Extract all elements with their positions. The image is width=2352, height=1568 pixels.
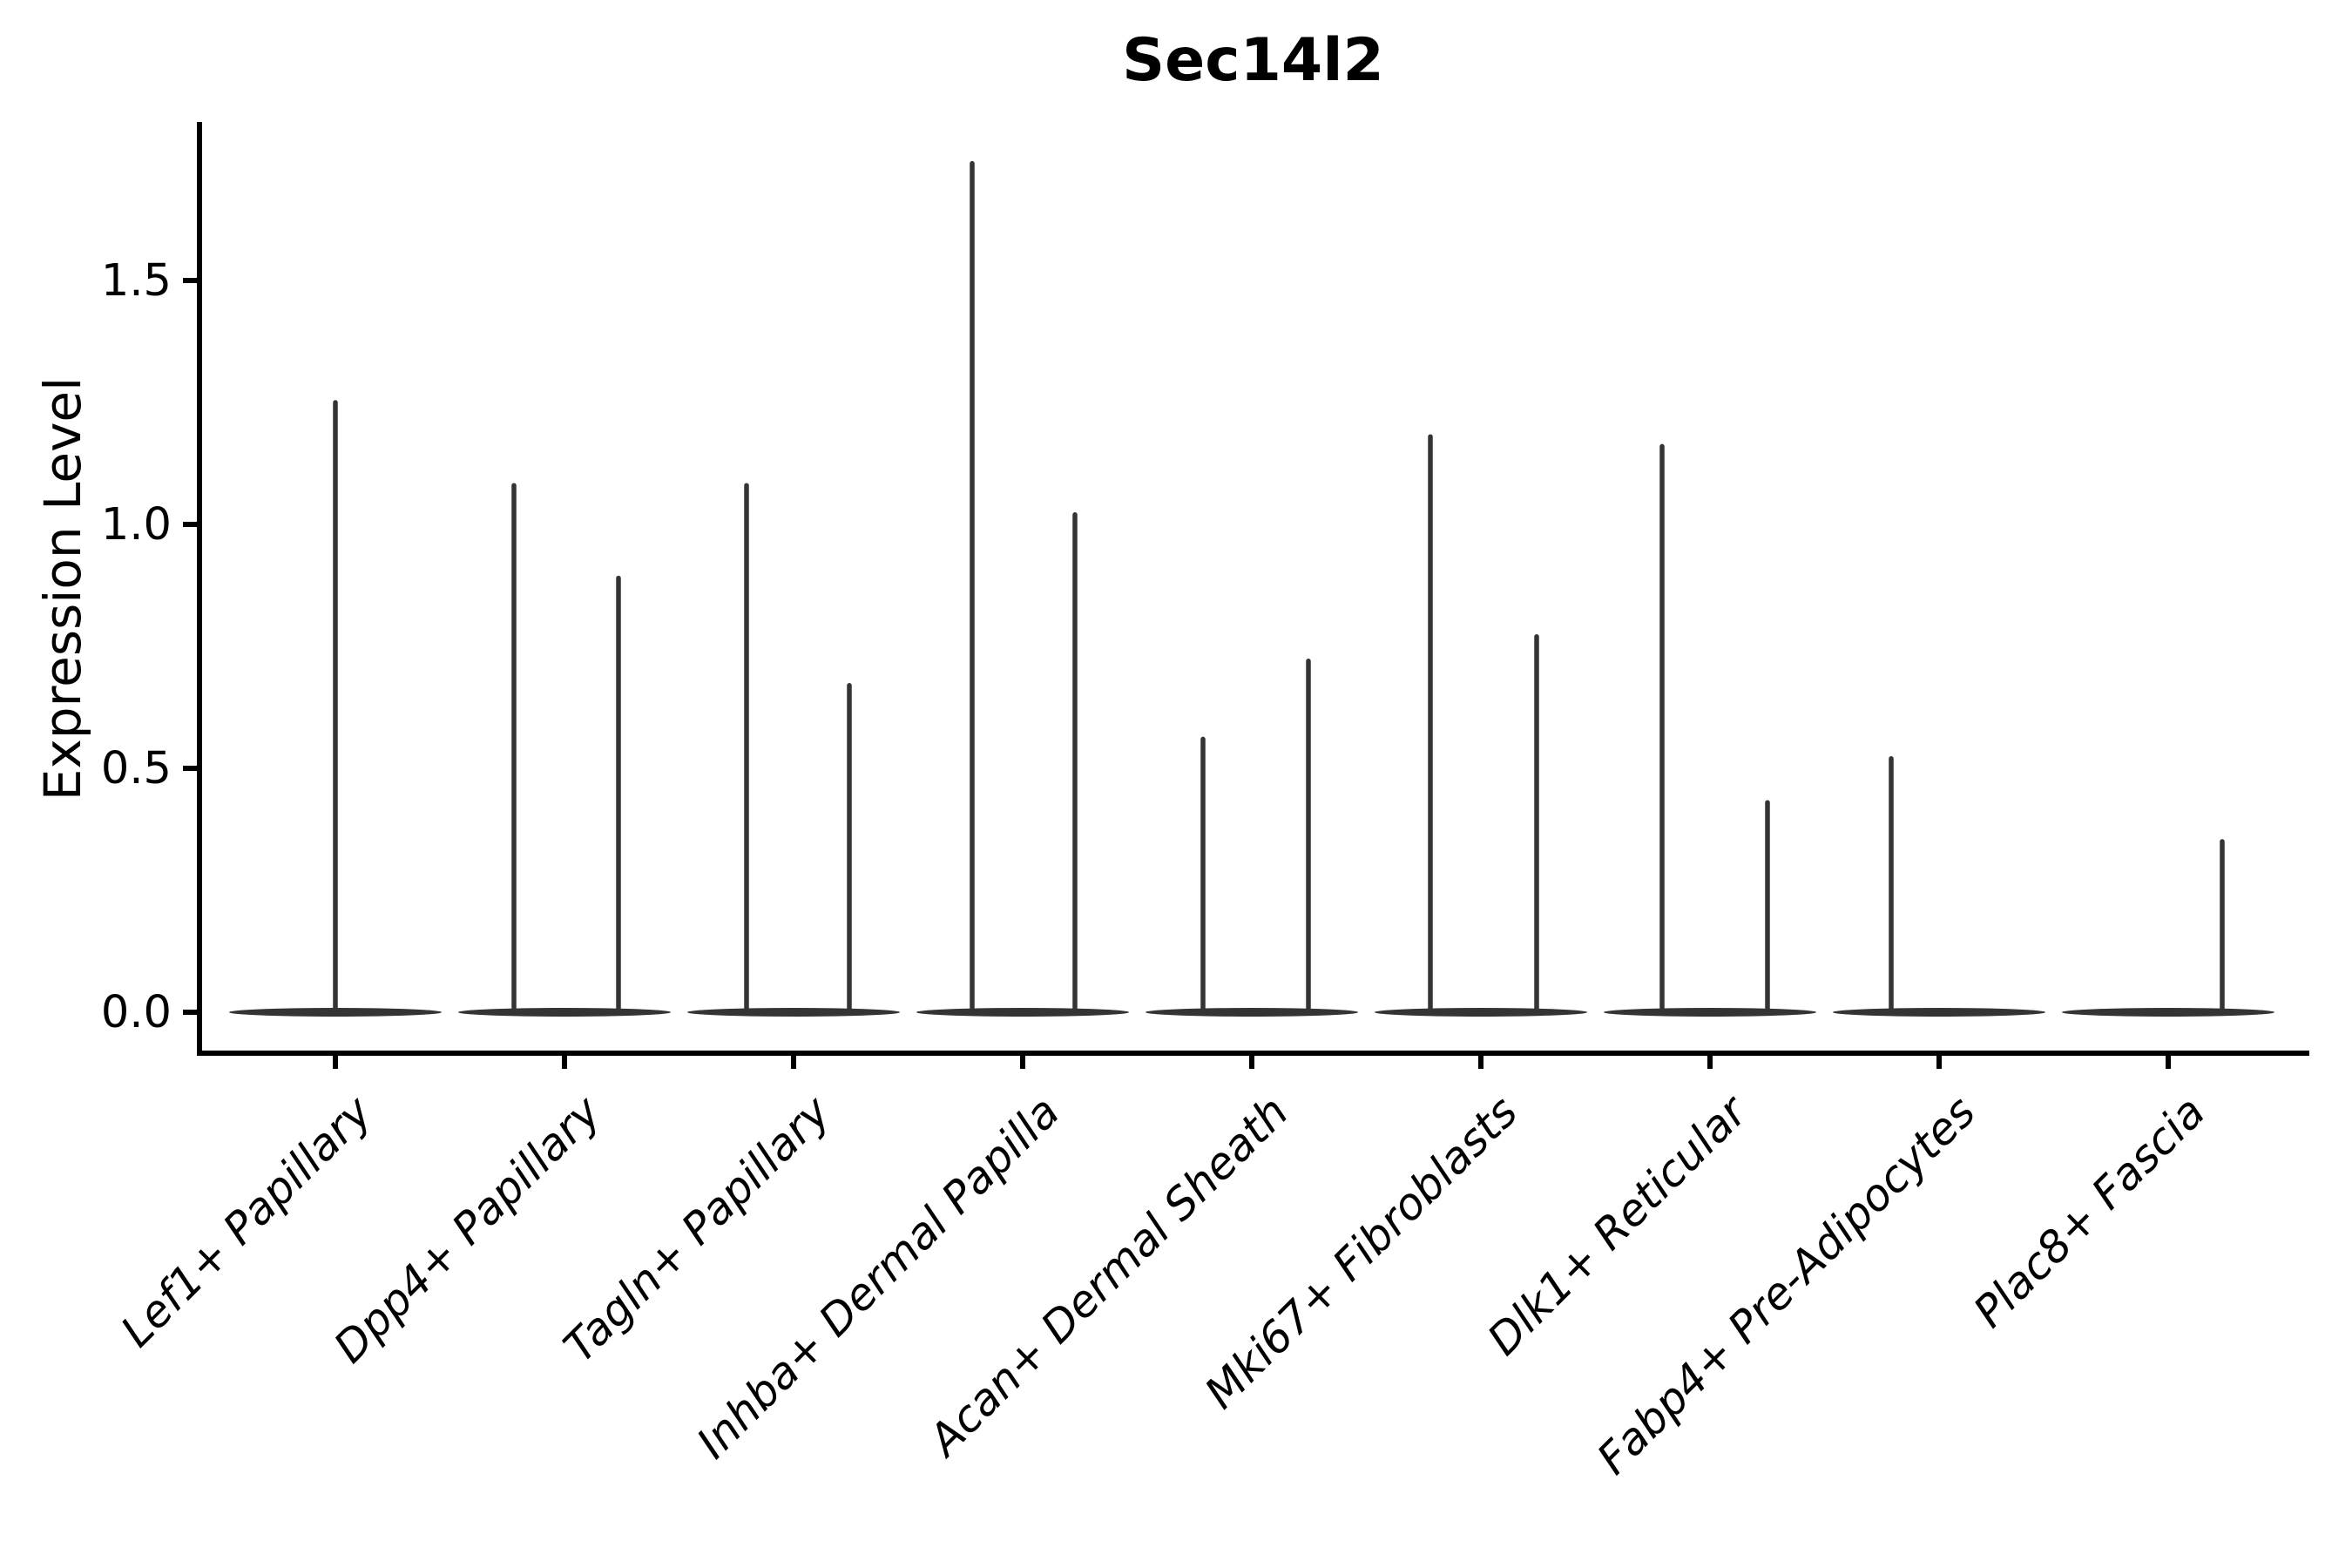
y-tick-mark [183, 522, 197, 527]
violin-base [1604, 1008, 1816, 1017]
x-axis-spine [197, 1051, 2309, 1056]
x-tick-mark [2166, 1056, 2171, 1069]
y-tick-mark [183, 278, 197, 283]
violin-base [916, 1008, 1129, 1017]
x-tick-mark [562, 1056, 567, 1069]
violin-base [2062, 1008, 2274, 1017]
y-tick-label: 1.5 [100, 255, 172, 307]
violin-base [687, 1008, 900, 1017]
y-tick-label: 1.0 [100, 499, 172, 551]
y-tick-mark [183, 1010, 197, 1015]
x-tick-mark [1936, 1056, 1942, 1069]
violin-base [458, 1008, 671, 1017]
x-tick-mark [1478, 1056, 1484, 1069]
x-tick-mark [1249, 1056, 1254, 1069]
y-axis-spine [197, 122, 202, 1056]
y-axis-label: Expression Level [33, 376, 92, 801]
plot-title: Sec14l2 [1122, 26, 1384, 95]
violin-base [1375, 1008, 1587, 1017]
x-tick-mark [791, 1056, 796, 1069]
x-tick-mark [333, 1056, 338, 1069]
x-tick-mark [1020, 1056, 1025, 1069]
y-tick-mark [183, 766, 197, 771]
violin-base [1833, 1008, 2045, 1017]
y-tick-label: 0.0 [100, 987, 172, 1038]
violin-base [1146, 1008, 1358, 1017]
y-tick-label: 0.5 [100, 743, 172, 794]
x-tick-mark [1707, 1056, 1713, 1069]
